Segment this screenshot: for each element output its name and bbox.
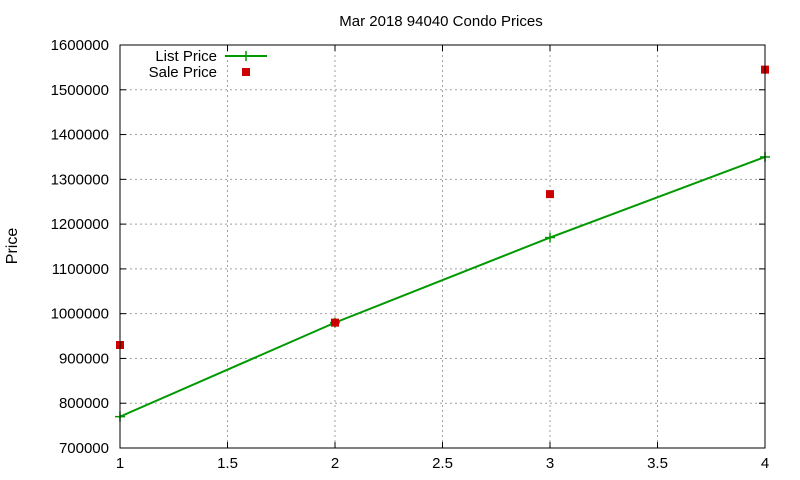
x-tick-label: 1 xyxy=(116,455,124,472)
legend-label: List Price xyxy=(155,48,217,65)
legend-plus-marker xyxy=(241,51,251,61)
x-tick-label: 2 xyxy=(331,455,339,472)
x-tick-label: 1.5 xyxy=(217,455,238,472)
list-price-point xyxy=(545,232,555,243)
legend-square-swatch xyxy=(242,68,250,76)
series-layer xyxy=(115,65,770,422)
y-tick-label: 1100000 xyxy=(52,261,109,278)
y-tick-label: 1600000 xyxy=(51,37,109,54)
list-price-line xyxy=(119,156,766,418)
y-axis-label: Price xyxy=(4,228,21,265)
x-tick-label: 2.5 xyxy=(432,455,453,472)
y-tick-label: 1200000 xyxy=(51,216,109,233)
grid-lines xyxy=(120,45,765,448)
y-tick-label: 1400000 xyxy=(51,127,109,144)
x-tick-label: 3 xyxy=(546,455,554,472)
y-tick-label: 800000 xyxy=(59,395,109,412)
sale-price-point xyxy=(546,190,554,199)
sale-price-point xyxy=(331,318,339,327)
x-tick-label: 3.5 xyxy=(647,455,668,472)
y-tick-label: 900000 xyxy=(59,350,109,367)
axis-ticks: 1 1.5 2 2.5 3 3.5 4 700000 800000 900000 1000000 11… xyxy=(51,37,770,472)
y-tick-label: 1300000 xyxy=(51,171,109,188)
y-tick-label: 700000 xyxy=(59,440,109,457)
y-tick-label: 1000000 xyxy=(51,306,109,323)
chart-title: Mar 2018 94040 Condo Prices xyxy=(339,13,542,30)
legend-label: Sale Price xyxy=(149,64,217,81)
plot-frame xyxy=(119,44,766,449)
y-tick-label: 1500000 xyxy=(51,82,109,99)
x-tick-label: 4 xyxy=(761,455,769,472)
